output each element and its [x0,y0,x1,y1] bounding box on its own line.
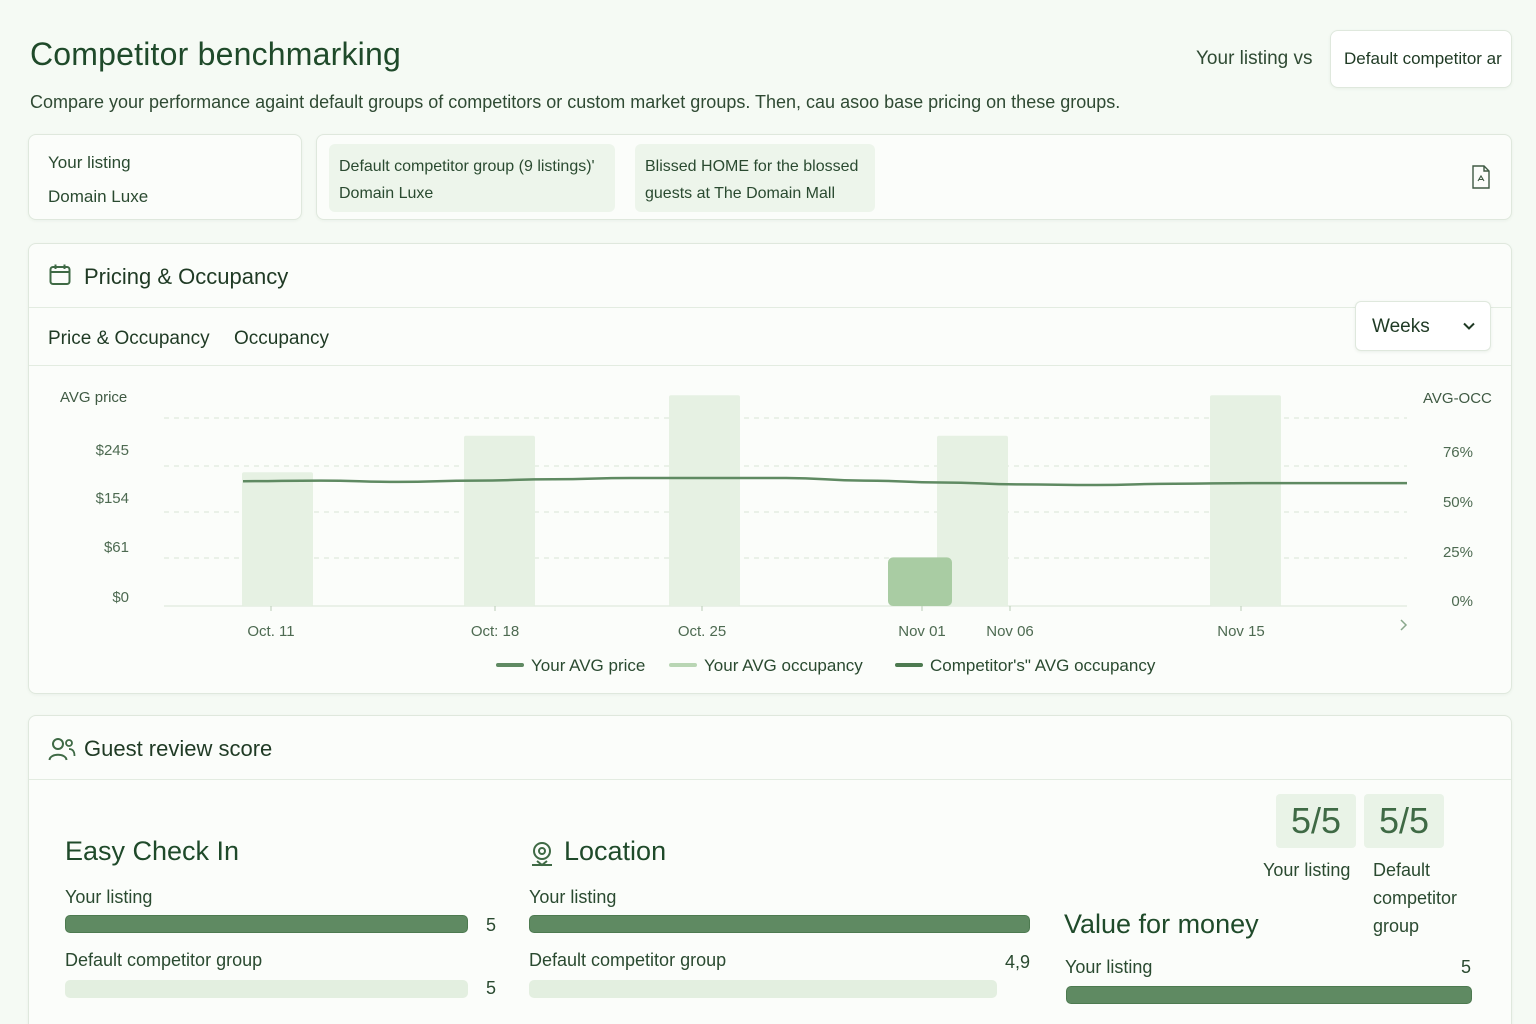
x-axis-label: Nov 01 [898,623,946,640]
legend-label: Your AVG occupancy [704,656,863,675]
tab-occupancy[interactable]: Occupancy [234,328,330,349]
competitor-groups-card: Default competitor group (9 listings)' D… [316,134,1512,220]
group-chip-line: Default competitor group (9 listings)' [339,158,595,175]
x-axis-label: Nov 06 [986,623,1034,640]
score-bar-your-listing [65,915,468,933]
page-subtitle: Compare your performance againt default … [30,92,1121,112]
pricing-tabs: Price & Occupancy Occupancy Weeks [29,301,1511,366]
pricing-occupancy-panel: Pricing & Occupancy Price & Occupancy Oc… [28,243,1512,694]
score-competitor: 5/5 [1364,794,1444,848]
your-listing-label: Your listing [48,153,131,172]
left-axis-tick: $154 [96,490,129,507]
metric-row-label: Your listing [65,887,153,907]
occupancy-bar[interactable] [242,472,313,606]
occupancy-bar[interactable] [1210,395,1281,606]
your-listing-card: Your listing Domain Luxe [28,134,302,220]
competitor-occupancy-bar[interactable] [888,557,952,606]
group-chip-default[interactable]: Default competitor group (9 listings)' D… [329,144,615,212]
group-chip-custom[interactable]: Blissed HOME for the blossed guests at T… [635,144,875,212]
your-listing-name: Domain Luxe [48,187,149,206]
score-bar-competitor [529,980,997,998]
metric-row-value: 5 [486,915,497,935]
score-bar-competitor [65,980,468,998]
metric-title-value-for-money: Value for money [1064,909,1259,939]
review-panel-title: Guest review score [84,736,273,761]
competitor-group-select[interactable]: Default competitor ar [1330,30,1512,88]
review-panel-header: Guest review score [29,716,1511,780]
left-axis-title: AVG price [60,389,127,406]
group-chip-line: guests at The Domain Mall [645,185,836,202]
page-title: Competitor benchmarking [30,36,401,72]
right-axis-tick: 76% [1443,444,1473,461]
pricing-panel-title: Pricing & Occupancy [84,264,289,289]
competitor-group-select-value: Default competitor ar [1344,49,1502,68]
metric-title-location: Location [564,836,667,866]
x-axis-label: Oct: 18 [471,623,519,640]
vs-label: Your listing vs [1196,48,1313,69]
metric-row-label: Your listing [1065,957,1153,977]
period-select[interactable]: Weeks [1355,301,1491,351]
tab-price-occupancy[interactable]: Price & Occupancy [48,328,210,349]
metric-row-label: Default competitor group [65,950,263,970]
guest-review-panel: Guest review score Easy Check In Your li… [28,715,1512,1024]
occupancy-bar[interactable] [669,395,740,606]
pricing-occupancy-chart: AVG price AVG-OCC $245 $154 $61 $0 76% 50% 25… [60,389,1492,675]
location-pin-icon [532,842,552,867]
left-axis-tick: $0 [112,589,129,606]
users-icon [48,738,76,761]
score-bar-your-listing [529,915,1030,933]
metric-row-label: Your listing [529,887,617,907]
legend-label: Your AVG price [531,656,645,675]
x-axis-label: Oct. 11 [247,623,294,640]
metric-row-label: Default competitor group [529,950,727,970]
left-axis-tick: $61 [104,539,129,556]
metric-row-value: 5 [1461,957,1472,977]
occupancy-bar[interactable] [464,435,535,606]
chevron-down-icon [1463,322,1475,330]
metric-title-easy-check-in: Easy Check In [65,836,240,866]
pricing-panel-header: Pricing & Occupancy [29,244,1511,308]
right-axis-tick: 0% [1451,593,1473,610]
group-chip-line: Domain Luxe [339,185,434,202]
x-axis-label: Nov 15 [1217,623,1265,640]
right-axis-tick: 50% [1443,494,1473,511]
score-caption: Your listing [1263,860,1351,880]
right-axis-tick: 25% [1443,544,1473,561]
metric-row-value: 4,9 [1005,952,1031,972]
avg-price-line [242,476,1407,487]
occupancy-bar[interactable] [937,435,1008,606]
legend-label: Competitor's" AVG occupancy [930,656,1156,675]
pdf-export-icon[interactable] [1471,165,1491,189]
chart-next-chevron-icon[interactable] [1400,619,1408,631]
metric-row-value: 5 [486,978,497,998]
period-select-value: Weeks [1372,316,1430,337]
group-chip-line: Blissed HOME for the blossed [645,158,859,175]
calendar-icon [49,264,71,285]
score-caption: Default competitor group [1373,860,1458,936]
score-your-listing: 5/5 [1276,794,1356,848]
left-axis-tick: $245 [96,442,129,459]
score-bar-your-listing [1066,986,1472,1004]
x-axis-label: Oct. 25 [678,623,726,640]
right-axis-title: AVG-OCC [1423,390,1492,407]
